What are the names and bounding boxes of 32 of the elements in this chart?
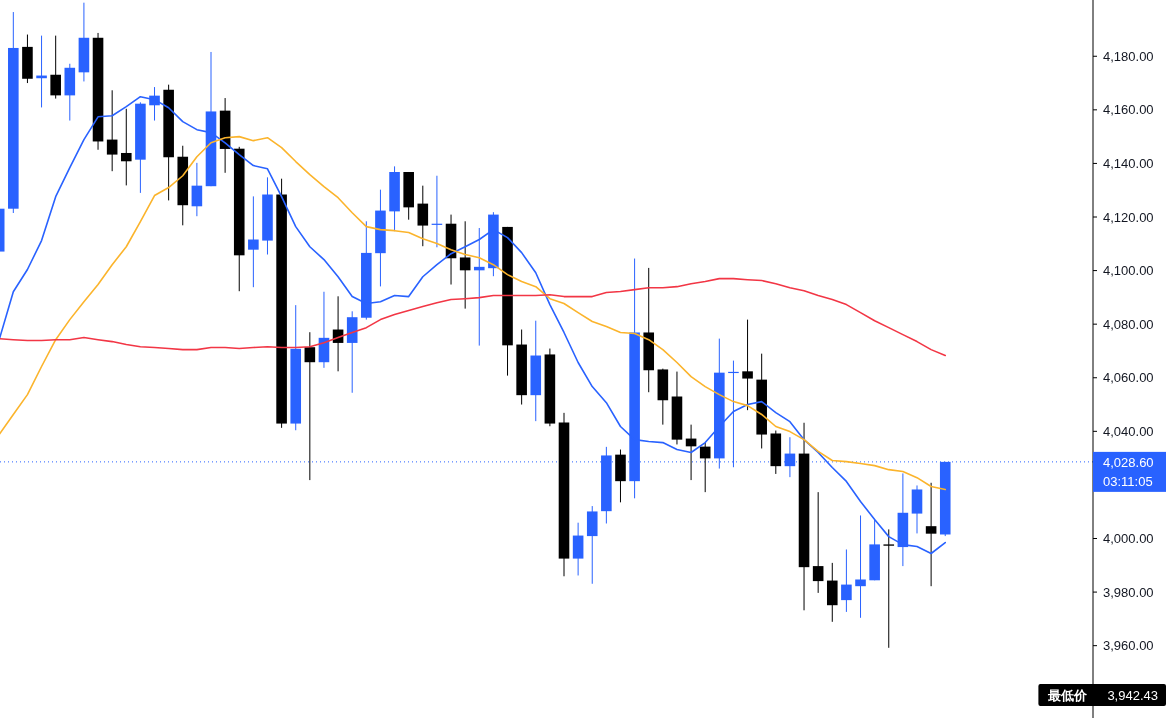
- candlestick: [304, 331, 316, 481]
- candlestick: [50, 35, 61, 100]
- line-series: [0, 135, 947, 491]
- text: 03:11:05: [1103, 473, 1153, 489]
- candlestick: [120, 108, 132, 186]
- candlestick: [191, 162, 203, 217]
- candlestick: [248, 195, 259, 288]
- y-tick-label: 4,060.00: [1103, 370, 1154, 386]
- candlestick: [699, 442, 711, 493]
- y-tick-label: 4,000.00: [1103, 531, 1154, 546]
- candlestick: [459, 220, 471, 310]
- text: 3,942.43: [1107, 688, 1158, 703]
- candlestick: [812, 491, 824, 594]
- y-tick-label: 4,140.00: [1103, 155, 1154, 171]
- candlestick: [855, 514, 866, 619]
- candlestick: [742, 319, 753, 411]
- candlestick: [841, 548, 852, 613]
- y-tick-label: 4,160.00: [1103, 102, 1154, 118]
- candlestick: [572, 522, 584, 576]
- y-tick-label: 3,980.00: [1103, 584, 1154, 600]
- ref-line-label: 4,028.60: [1103, 454, 1154, 470]
- candlestick: [883, 528, 895, 649]
- y-tick-label: 4,180.00: [1103, 48, 1154, 64]
- text: 最低价: [1047, 688, 1089, 703]
- y-tick-label: 4,040.00: [1103, 423, 1154, 439]
- y-tick-label: 4,100.00: [1103, 263, 1154, 279]
- candlestick: [417, 185, 429, 247]
- y-tick-label: 4,120.00: [1103, 209, 1154, 225]
- candlestick: [925, 482, 937, 587]
- candlestick: [106, 89, 118, 172]
- y-tick-label: 3,960.00: [1103, 638, 1154, 654]
- y-tick-label: 4,080.00: [1103, 316, 1154, 332]
